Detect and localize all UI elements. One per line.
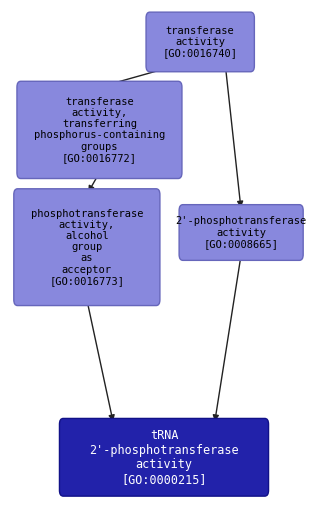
- FancyBboxPatch shape: [179, 205, 303, 261]
- FancyBboxPatch shape: [17, 81, 182, 179]
- FancyBboxPatch shape: [146, 12, 255, 72]
- Text: transferase
activity,
transferring
phosphorus-containing
groups
[GO:0016772]: transferase activity, transferring phosp…: [34, 97, 165, 163]
- Text: transferase
activity
[GO:0016740]: transferase activity [GO:0016740]: [163, 26, 238, 58]
- FancyBboxPatch shape: [59, 418, 269, 496]
- FancyBboxPatch shape: [14, 189, 160, 305]
- Text: tRNA
2'-phosphotransferase
activity
[GO:0000215]: tRNA 2'-phosphotransferase activity [GO:…: [89, 429, 239, 486]
- Text: phosphotransferase
activity,
alcohol
group
as
acceptor
[GO:0016773]: phosphotransferase activity, alcohol gro…: [31, 209, 143, 286]
- Text: 2'-phosphotransferase
activity
[GO:0008665]: 2'-phosphotransferase activity [GO:00086…: [175, 216, 307, 249]
